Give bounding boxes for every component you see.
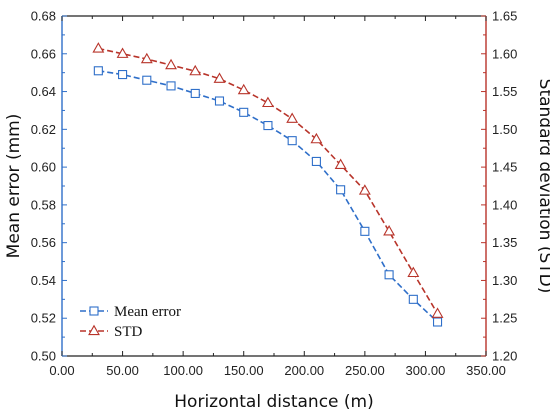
x-tick-label: 0.00 <box>49 363 74 378</box>
data-point <box>384 270 394 280</box>
y-tick-label: 0.66 <box>31 46 56 61</box>
x-tick-label: 300.00 <box>406 363 446 378</box>
legend-label-std: STD <box>114 324 143 340</box>
data-point <box>383 225 396 236</box>
x-tick-label: 200.00 <box>284 363 324 378</box>
y2-tick-label: 1.50 <box>492 122 517 137</box>
data-point <box>311 156 321 166</box>
y2-tick-label: 1.25 <box>492 311 517 326</box>
x-tick-label: 250.00 <box>345 363 385 378</box>
y-axis-title: Mean error (mm) <box>4 114 24 259</box>
y2-tick-label: 1.55 <box>492 84 517 99</box>
data-point <box>358 184 371 195</box>
data-point <box>237 83 250 95</box>
data-point <box>261 96 274 108</box>
data-point <box>407 266 420 278</box>
data-point <box>213 72 226 83</box>
y-tick-label: 0.56 <box>31 235 56 250</box>
legend: Mean error STD <box>80 304 181 340</box>
data-point <box>263 121 273 131</box>
data-point <box>92 42 105 53</box>
data-point <box>336 185 346 195</box>
y-tick-label: 0.62 <box>31 122 56 137</box>
y-tick-label: 0.54 <box>31 273 56 288</box>
y2-axis-title: Standard deviation (STD) <box>535 79 550 294</box>
y2-tick-label: 1.65 <box>492 9 517 24</box>
data-point <box>93 66 103 76</box>
series-line <box>98 69 439 323</box>
y-tick-label: 0.60 <box>31 160 56 175</box>
data-point <box>360 226 370 236</box>
data-point <box>432 317 443 327</box>
series-layer <box>92 42 444 327</box>
y2-tick-label: 1.45 <box>492 160 517 175</box>
series-std <box>92 42 444 318</box>
data-point <box>189 64 202 76</box>
legend-marker <box>89 306 99 316</box>
axes: 0.00 50.00 100.00 150.00 200.00 250.00 300.00 3… <box>31 9 518 379</box>
data-point <box>214 96 225 106</box>
y2-tick-label: 1.60 <box>492 46 517 61</box>
y-tick-label: 0.50 <box>31 349 56 364</box>
data-point <box>140 52 153 64</box>
y2-tick-label: 1.40 <box>492 197 517 212</box>
y2-tick-label: 1.35 <box>492 235 517 250</box>
data-point <box>142 75 152 85</box>
data-point <box>408 294 418 304</box>
data-point <box>116 47 129 58</box>
y-tick-label: 0.52 <box>31 311 56 326</box>
series-mean-error <box>93 66 443 327</box>
data-point <box>190 88 200 98</box>
data-point <box>118 70 128 80</box>
y-tick-label: 0.58 <box>31 197 56 212</box>
data-point <box>239 107 249 117</box>
x-tick-label: 100.00 <box>163 363 203 378</box>
x-axis-title: Horizontal distance (m) <box>174 392 373 412</box>
data-point <box>165 58 177 70</box>
data-point <box>287 136 297 146</box>
y-tick-label: 0.68 <box>31 9 56 24</box>
y2-tick-label: 1.30 <box>492 273 517 288</box>
x-tick-label: 350.00 <box>466 363 506 378</box>
x-tick-label: 50.00 <box>106 363 139 378</box>
y-tick-label: 0.64 <box>31 84 56 99</box>
data-point <box>166 81 176 91</box>
data-point <box>286 112 299 123</box>
x-tick-label: 150.00 <box>224 363 264 378</box>
legend-marker <box>88 324 100 336</box>
series-line <box>98 47 439 315</box>
data-point <box>431 307 444 318</box>
legend-label-mean-error: Mean error <box>114 304 181 320</box>
data-point <box>334 158 347 169</box>
data-point <box>310 132 323 144</box>
y2-tick-label: 1.20 <box>492 349 517 364</box>
